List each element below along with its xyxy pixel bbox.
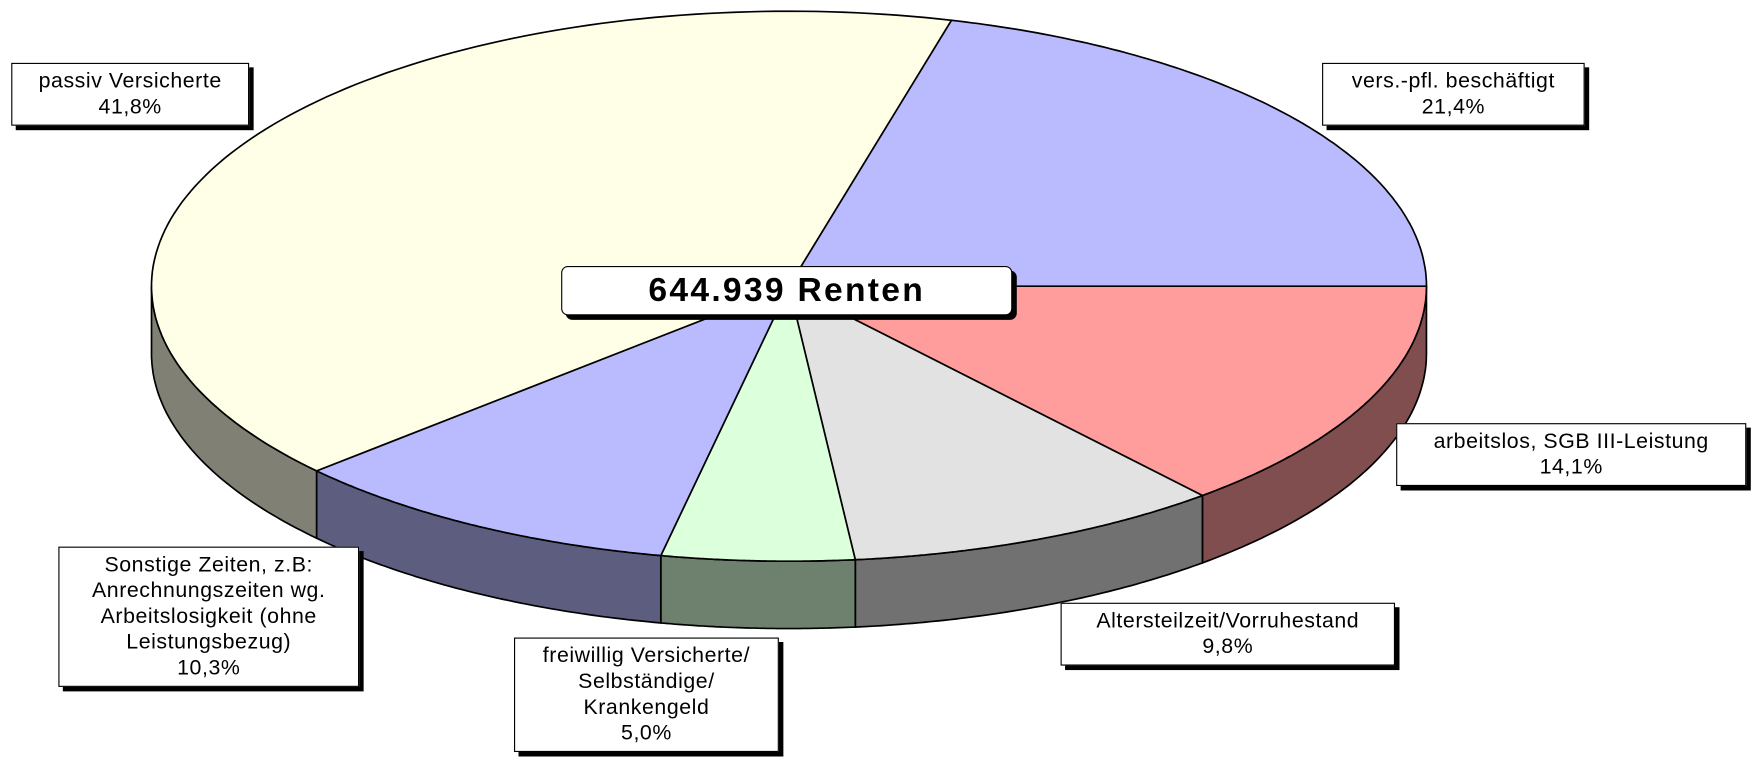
data-label: freiwillig Versicherte/ Selbständige/ Kr… (514, 637, 779, 753)
value-label: 10,3% (177, 656, 241, 681)
slice (788, 285, 1428, 497)
data-label: arbeitslos, SGB III-Leistung 14,1% (1396, 423, 1747, 486)
value-label: 5,0% (621, 721, 672, 746)
slice (787, 19, 1428, 288)
category-label: passiv Versicherte (38, 69, 222, 94)
data-label: Sonstige Zeiten, z.B: Anrechnungszeiten … (58, 546, 360, 687)
slice-side (659, 554, 857, 630)
chart-title: 644.939 Renten (561, 266, 1013, 316)
slice (150, 10, 953, 472)
category-label: Sonstige Zeiten, z.B: Anrechnungszeiten … (92, 553, 326, 655)
category-label: arbeitslos, SGB III-Leistung (1433, 429, 1709, 454)
value-label: 14,1% (1539, 455, 1603, 480)
category-label: vers.-pfl. beschäftigt (1351, 69, 1555, 94)
data-label: vers.-pfl. beschäftigt 21,4% (1322, 62, 1585, 126)
slice (787, 284, 1205, 561)
category-label: freiwillig Versicherte/ Selbständige/ Kr… (542, 644, 751, 720)
data-label: passiv Versicherte 41,8% (11, 62, 250, 126)
value-label: 21,4% (1421, 95, 1486, 119)
slice (314, 284, 791, 557)
data-label: Altersteilzeit/Vorruhestand 9,8% (1060, 602, 1396, 666)
slice (659, 283, 857, 563)
category-label: Altersteilzeit/Vorruhestand (1096, 609, 1360, 634)
value-label: 41,8% (98, 95, 162, 119)
value-label: 9,8% (1202, 635, 1254, 659)
